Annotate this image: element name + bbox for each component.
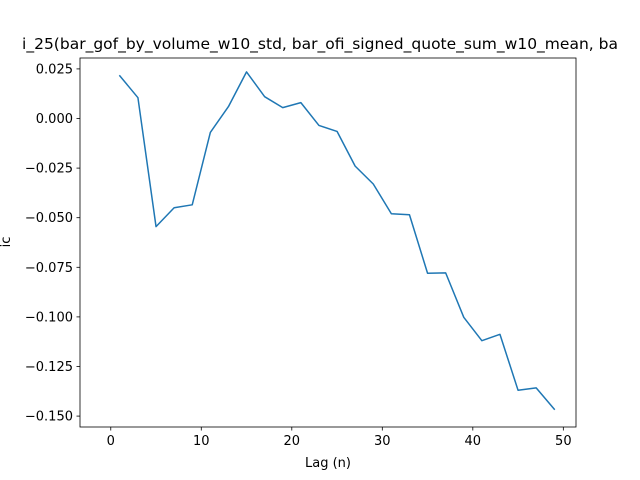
y-tick-label: −0.050 <box>25 211 73 226</box>
x-tick-label: 30 <box>374 434 391 449</box>
y-tick-label: −0.075 <box>25 261 73 276</box>
x-tick-label: 20 <box>284 434 301 449</box>
x-tick-label: 50 <box>555 434 572 449</box>
x-tick-label: 0 <box>107 434 115 449</box>
y-tick-label: 0.025 <box>36 62 73 77</box>
x-axis-label: Lag (n) <box>305 456 351 471</box>
y-axis-label: ic <box>0 237 14 248</box>
y-tick-label: 0.000 <box>36 112 73 127</box>
y-tick-label: −0.100 <box>25 310 73 325</box>
y-tick-label: −0.025 <box>25 162 73 177</box>
chart-title: i_25(bar_gof_by_volume_w10_std, bar_ofi_… <box>22 35 618 54</box>
x-tick-label: 40 <box>465 434 482 449</box>
x-tick-label: 10 <box>193 434 210 449</box>
y-tick-label: −0.150 <box>25 410 73 425</box>
series-line-0 <box>118 71 556 411</box>
axes-frame <box>79 57 577 428</box>
y-tick-label: −0.125 <box>25 360 73 375</box>
plot-area: 0 10 20 30 40 50 0.025 0.000 −0.025 −0.050 −0.075 −… <box>25 57 577 449</box>
